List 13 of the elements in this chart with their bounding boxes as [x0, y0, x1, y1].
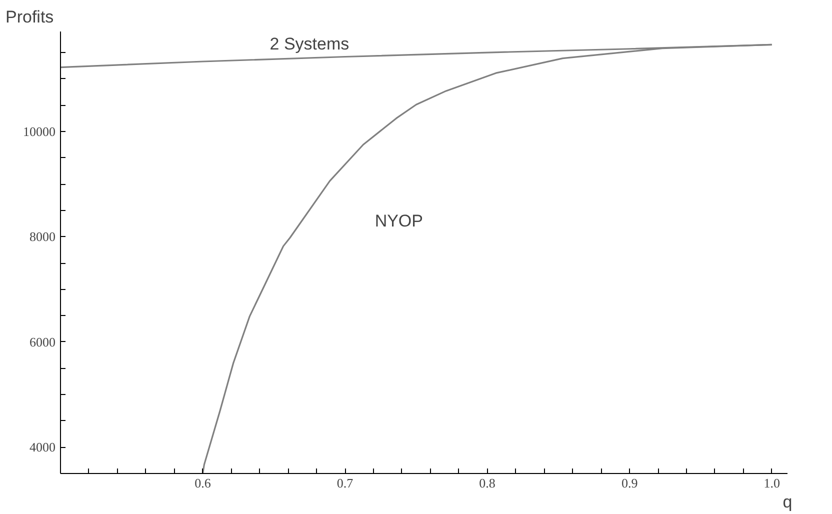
x-tick-label: 0.6: [194, 476, 212, 490]
x-axis-title: q: [782, 492, 792, 512]
y-tick-label: 6000: [30, 334, 56, 350]
annotation: NYOP: [374, 211, 424, 230]
annotation: 2 Systems: [270, 34, 350, 54]
y-tick-label: 4000: [30, 440, 56, 455]
y-axis-title: Profits: [6, 8, 54, 26]
x-tick-label: 0.9: [621, 476, 638, 490]
x-tick-label: 0.7: [336, 476, 354, 490]
x-tick-label: 1.0: [764, 476, 780, 490]
y-tick-label: 10000: [23, 124, 56, 139]
x-tick-label: 0.8: [479, 476, 496, 490]
y-tick-label: 8000: [30, 229, 56, 244]
